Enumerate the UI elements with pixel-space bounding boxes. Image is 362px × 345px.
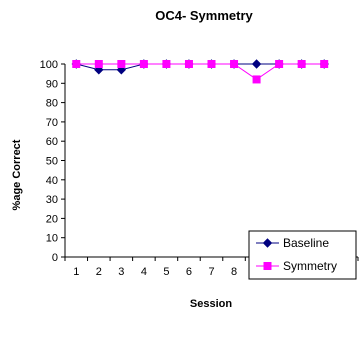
x-tick-label: 4 <box>141 266 147 278</box>
data-point <box>94 60 103 68</box>
y-tick-label: 60 <box>46 136 58 148</box>
y-tick-label: 70 <box>46 117 58 129</box>
legend-marker <box>263 262 272 270</box>
legend-label: Baseline <box>283 236 329 250</box>
x-axis-label: Session <box>190 298 232 310</box>
legend-label: Symmetry <box>283 259 337 273</box>
x-tick-label: 3 <box>118 266 124 278</box>
x-tick-label: 2 <box>96 266 102 278</box>
y-tick-label: 80 <box>46 98 58 110</box>
series-line <box>76 63 325 81</box>
x-tick-label: 8 <box>231 266 237 278</box>
series-baseline <box>71 59 329 75</box>
x-tick-label: 6 <box>186 266 192 278</box>
data-point <box>251 59 262 69</box>
data-point <box>320 60 329 68</box>
data-point <box>230 60 239 68</box>
data-point <box>184 60 193 68</box>
y-tick-label: 90 <box>46 78 58 90</box>
y-tick-label: 50 <box>46 156 58 168</box>
data-point <box>139 60 148 68</box>
chart-title: OC4- Symmetry <box>155 8 253 23</box>
x-tick-label: 5 <box>163 266 169 278</box>
data-point <box>275 60 284 68</box>
data-point <box>117 60 126 68</box>
y-tick-label: 20 <box>46 213 58 225</box>
y-axis-label: %age Correct <box>11 139 23 210</box>
x-tick-label: 7 <box>208 266 214 278</box>
legend: Baseline Symmetry <box>248 230 357 280</box>
data-point <box>72 60 81 68</box>
series-line <box>76 63 325 71</box>
y-tick-label: 100 <box>40 59 58 71</box>
y-tick-label: 10 <box>46 233 58 245</box>
data-point <box>297 60 306 68</box>
data-point <box>252 75 261 84</box>
y-axis-ticks: 0 10 20 30 40 50 60 70 80 90 100 <box>40 59 65 264</box>
series-symmetry <box>72 60 329 84</box>
y-tick-label: 30 <box>46 194 58 206</box>
series-layer <box>71 59 329 84</box>
x-tick-label: 1 <box>73 266 79 278</box>
y-tick-label: 0 <box>52 252 58 264</box>
data-point <box>207 60 216 68</box>
y-tick-label: 40 <box>46 175 58 187</box>
legend-marker <box>262 238 273 248</box>
data-point <box>162 60 171 68</box>
axes <box>64 64 358 258</box>
